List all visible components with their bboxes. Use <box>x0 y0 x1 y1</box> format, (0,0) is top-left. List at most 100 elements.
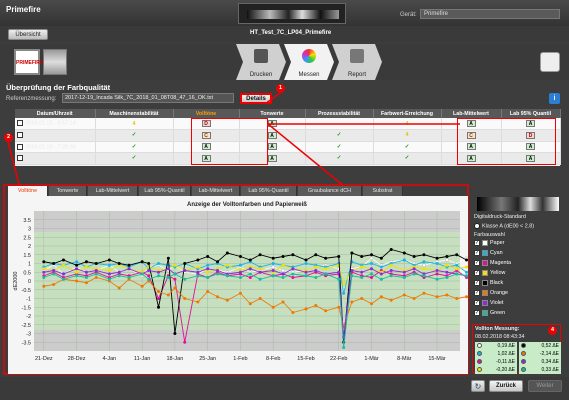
measurement-value: -0,20 ΔE <box>475 366 517 374</box>
point-yellow <box>258 267 262 271</box>
legend-label: Black <box>490 280 504 286</box>
table-row[interactable]: ✓ 2018.01.11 - 9:38:37 ✓ C A ✓ 4 C D <box>15 129 561 142</box>
point-yellow <box>281 263 285 267</box>
grade-badge: A <box>466 120 476 127</box>
back-button[interactable]: Zurück <box>489 380 523 392</box>
legend-item[interactable]: ✓ Magenta <box>474 260 554 268</box>
legend-item[interactable]: ✓ Orange <box>474 290 554 298</box>
point-black <box>196 258 200 262</box>
highlight-box-columns <box>191 118 268 165</box>
legend-checkbox[interactable]: ✓ <box>474 290 480 296</box>
legend-checkbox[interactable]: ✓ <box>474 310 480 316</box>
x-tick-label: 25-Jan <box>199 356 216 362</box>
chart-tab[interactable]: Lab-Mittelwert <box>192 186 240 196</box>
row-checkbox[interactable]: ✓ <box>17 120 23 127</box>
legend-checkbox[interactable]: ✓ <box>474 270 480 276</box>
point-green <box>402 276 406 279</box>
chart-tab[interactable]: Volltöne <box>8 186 48 196</box>
cell-machine: ✓ <box>95 129 174 142</box>
device-select[interactable]: Primefire <box>420 9 560 19</box>
chart-tab[interactable]: Lab-Mittelwert <box>88 186 138 196</box>
table-row[interactable]: ✓ 2018.01.10 - 7:28:35 ✓ A A ✓ ✓ A A <box>15 141 561 153</box>
chart-tab[interactable]: Graubalance dCH <box>298 186 362 196</box>
legend-item[interactable]: ✓ Green <box>474 310 554 318</box>
print-icon[interactable] <box>540 52 560 72</box>
row-checkbox[interactable]: ✓ <box>17 155 23 162</box>
next-button[interactable]: Weiter <box>528 380 562 392</box>
table-row[interactable]: ✓ 2018.01.09 - 11:04:19 ✓ A A ✓ ✓ A A <box>15 152 561 165</box>
legend-item[interactable]: ✓ Black <box>474 280 554 288</box>
grade-badge: A <box>526 120 535 127</box>
color-swatch <box>482 280 488 286</box>
point-black <box>402 251 406 255</box>
legend-checkbox[interactable]: ✓ <box>474 250 480 256</box>
point-yellow <box>314 265 318 269</box>
measurement-value: -2,14 ΔE <box>519 350 561 358</box>
row-checkbox[interactable]: ✓ <box>17 132 23 139</box>
chart-tab[interactable]: Substrat <box>363 186 403 196</box>
point-orange <box>94 276 98 279</box>
x-tick-label: 28-Dez <box>68 356 86 362</box>
color-strip <box>477 197 559 211</box>
marker-4: 4 <box>548 326 557 335</box>
column-header[interactable]: Volltöne <box>173 109 240 118</box>
series-line-yellow <box>43 264 467 286</box>
legend-item[interactable]: ✓ Paper <box>474 240 554 248</box>
point-violet <box>61 272 65 276</box>
point-yellow <box>206 270 210 274</box>
x-tick-label: 15-Mär <box>428 356 446 362</box>
legend-checkbox[interactable]: ✓ <box>474 280 480 286</box>
reference-select[interactable]: 2017-12-19_Incada Silk_7C_2018_01_08T08_… <box>62 93 234 103</box>
point-orange <box>196 300 200 304</box>
details-button[interactable]: Details <box>240 93 272 104</box>
step-measure[interactable]: Messen <box>284 44 334 80</box>
chart-tab[interactable]: Lab 95%-Quantil <box>139 186 191 196</box>
cell-lab95: A <box>501 141 561 153</box>
point-violet <box>166 267 170 271</box>
class-radio[interactable]: Klasse A (dE00 < 2.8) <box>474 223 534 229</box>
marker-1: 1 <box>276 84 285 93</box>
legend-item[interactable]: ✓ Yellow <box>474 270 554 278</box>
refresh-button[interactable]: ↻ <box>471 380 485 392</box>
legend-checkbox[interactable]: ✓ <box>474 260 480 266</box>
legend-checkbox[interactable]: ✓ <box>474 240 480 246</box>
point-orange <box>435 295 439 299</box>
point-green <box>422 274 426 278</box>
step-report[interactable]: Report <box>332 44 382 80</box>
overview-button[interactable]: Übersicht <box>8 29 48 40</box>
chart-tab[interactable]: Lab 95%-Quantil <box>241 186 297 196</box>
column-header[interactable]: Datum/Uhrzeit <box>15 109 96 118</box>
check-icon: ✓ <box>336 155 342 162</box>
column-header[interactable]: Farbwert-Erreichung <box>373 109 442 118</box>
legend-item[interactable]: ✓ Violet <box>474 300 554 308</box>
job-thumbnail[interactable]: PRIMEFIRE <box>14 49 43 75</box>
point-magenta <box>435 272 439 276</box>
column-header[interactable]: Maschinenstabilität <box>95 109 174 118</box>
column-header[interactable]: Prozessstabilität <box>305 109 374 118</box>
color-dot-icon <box>521 343 526 348</box>
point-yellow <box>360 265 364 269</box>
legend-item[interactable]: ✓ Cyan <box>474 250 554 258</box>
check-icon: ✓ <box>131 132 137 139</box>
column-header[interactable]: Lab 95% Quantil <box>501 109 561 118</box>
point-violet <box>196 270 200 274</box>
point-paper <box>445 258 449 262</box>
point-black <box>238 255 242 258</box>
info-icon[interactable]: i <box>549 93 560 104</box>
media-thumbnail[interactable] <box>43 49 67 75</box>
column-header[interactable]: Lab-Mittelwert <box>441 109 502 118</box>
x-tick-label: 18-Jan <box>166 356 183 362</box>
date-label: 2018.01.10 - 7:28:35 <box>25 143 76 150</box>
x-tick-label: 1-Feb <box>233 356 247 362</box>
step-print[interactable]: Drucken <box>236 44 286 80</box>
point-orange <box>337 305 341 309</box>
device-label: Gerät: <box>400 12 417 18</box>
point-black <box>304 258 308 262</box>
dE-chart: 3.5 3 2.5 2 1.5 1 0.5 0 -0.5 -1 -1.5 -2 -2.5 -3 -3.5 21… <box>13 202 469 362</box>
row-checkbox[interactable]: ✓ <box>17 143 23 150</box>
point-yellow <box>445 263 449 267</box>
legend-checkbox[interactable]: ✓ <box>474 300 480 306</box>
chart-tab[interactable]: Tonwerte <box>49 186 87 196</box>
point-black <box>183 262 187 265</box>
column-header[interactable]: Tonwerte <box>239 109 306 118</box>
